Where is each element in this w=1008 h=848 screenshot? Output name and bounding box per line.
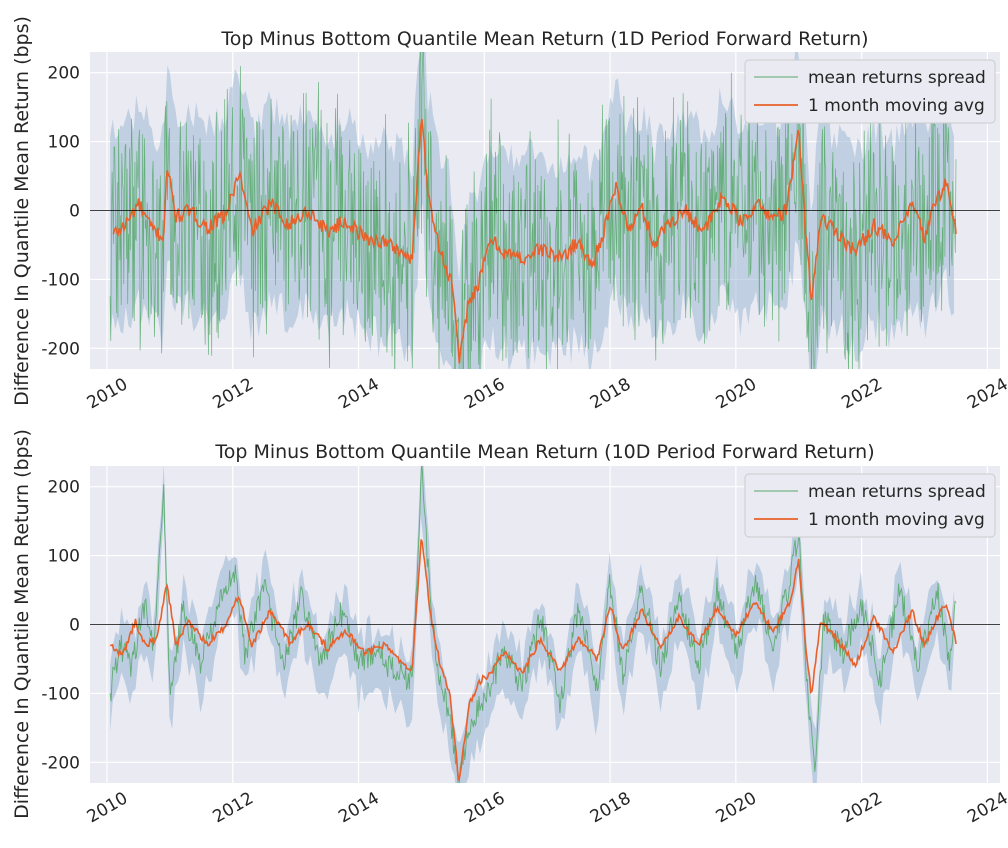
x-tick-label: 2012 xyxy=(210,788,257,827)
y-tick-label: 0 xyxy=(69,202,80,222)
moving-avg-line xyxy=(112,118,957,364)
x-tick-labels: 2010 2012 2014 2016 2018 2020 2022 2024 xyxy=(84,374,1008,413)
chart-title: Top Minus Bottom Quantile Mean Return (1… xyxy=(214,441,874,463)
y-tick-label: 0 xyxy=(69,616,80,636)
legend-label-moving-avg: 1 month moving avg xyxy=(808,510,985,530)
y-tick-label: -100 xyxy=(41,270,80,290)
moving-avg-line xyxy=(109,539,957,781)
x-tick-label: 2024 xyxy=(964,788,1008,827)
x-tick-label: 2018 xyxy=(587,374,634,413)
moving-avg-series xyxy=(109,539,957,781)
x-tick-label: 2022 xyxy=(838,788,885,827)
y-tick-label: -200 xyxy=(41,339,80,359)
legend-box xyxy=(744,473,996,538)
y-tick-label: -100 xyxy=(41,684,80,704)
x-tick-label: 2024 xyxy=(964,374,1008,413)
legend-box xyxy=(744,59,996,124)
x-tick-label: 2018 xyxy=(587,788,634,827)
x-tick-label: 2020 xyxy=(713,788,760,827)
legend-label-spread: mean returns spread xyxy=(808,482,986,502)
y-tick-label: 200 xyxy=(48,478,80,498)
y-tick-labels: -200 -100 0 100 200 xyxy=(41,478,80,774)
x-tick-labels: 2010 2012 2014 2016 2018 2020 2022 2024 xyxy=(84,788,1008,827)
y-tick-label: -200 xyxy=(41,753,80,773)
chart-panel-10d: -200 -100 0 100 200 2010 2012 2014 2016 2018 2020… xyxy=(11,429,1008,827)
moving-avg-series xyxy=(112,118,957,364)
x-tick-label: 2014 xyxy=(335,788,382,827)
legend: mean returns spread 1 month moving avg xyxy=(744,59,996,124)
y-tick-label: 100 xyxy=(48,133,80,153)
x-tick-label: 2014 xyxy=(335,374,382,413)
x-tick-label: 2020 xyxy=(713,374,760,413)
x-tick-label: 2010 xyxy=(84,788,131,827)
x-tick-label: 2016 xyxy=(461,788,508,827)
y-axis-label: Difference In Quantile Mean Return (bps) xyxy=(11,429,33,819)
legend-label-spread: mean returns spread xyxy=(808,68,986,88)
x-tick-label: 2022 xyxy=(838,374,885,413)
x-tick-label: 2012 xyxy=(210,374,257,413)
x-tick-label: 2010 xyxy=(84,374,131,413)
chart-title: Top Minus Bottom Quantile Mean Return (1… xyxy=(220,28,868,50)
y-axis-label: Difference In Quantile Mean Return (bps) xyxy=(11,16,33,406)
y-tick-label: 200 xyxy=(48,64,80,84)
spread-line xyxy=(109,466,957,783)
spread-series xyxy=(109,466,957,783)
legend: mean returns spread 1 month moving avg xyxy=(744,473,996,538)
y-tick-labels: -200 -100 0 100 200 xyxy=(41,64,80,360)
chart-panel-1d: -200 -100 0 100 200 2010 2012 2014 2016 2018 2020… xyxy=(11,16,1008,413)
y-tick-label: 100 xyxy=(48,547,80,567)
x-tick-label: 2016 xyxy=(461,374,508,413)
legend-label-moving-avg: 1 month moving avg xyxy=(808,96,985,116)
